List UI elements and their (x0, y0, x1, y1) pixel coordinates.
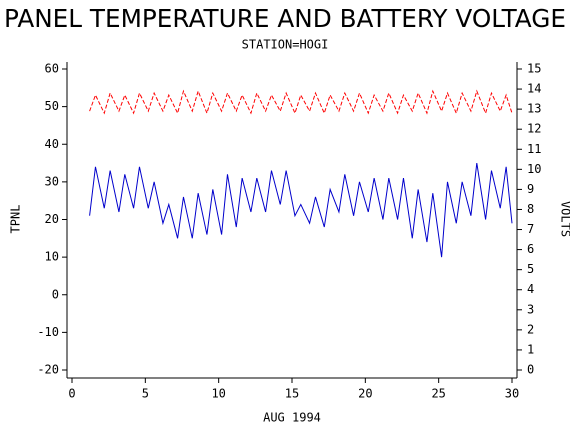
y2-tick-label: 14 (527, 82, 541, 96)
x-tick-label: 10 (211, 387, 225, 401)
data-line (90, 163, 512, 257)
y-tick-label: 50 (45, 99, 59, 113)
y2-tick-label: 2 (527, 322, 534, 336)
y2-tick-label: 9 (527, 182, 534, 196)
y-tick-label: 30 (45, 174, 59, 188)
chart-title: PANEL TEMPERATURE AND BATTERY VOLTAGE (4, 4, 566, 33)
y2-tick-label: 12 (527, 122, 541, 136)
y-tick-label: 0 (52, 287, 59, 301)
x-axis-label: AUG 1994 (263, 411, 321, 425)
x-tick-label: 15 (285, 387, 299, 401)
y2-tick-label: 13 (527, 102, 541, 116)
y2-axis-label: VOLTS (559, 201, 570, 237)
y2-tick-label: 10 (527, 162, 541, 176)
y2-tick-label: 8 (527, 202, 534, 216)
y2-tick-label: 1 (527, 342, 534, 356)
x-tick-label: 20 (358, 387, 372, 401)
y2-tick-label: 11 (527, 142, 541, 156)
data-line (90, 91, 512, 113)
y-tick-label: 10 (45, 250, 59, 264)
y2-tick-label: 3 (527, 302, 534, 316)
y2-tick-label: 5 (527, 262, 534, 276)
y-tick-label: 40 (45, 137, 59, 151)
y2-tick-label: 0 (527, 363, 534, 377)
y-tick-label: -20 (37, 363, 59, 377)
y2-tick-label: 7 (527, 222, 534, 236)
y2-tick-label: 4 (527, 282, 534, 296)
x-tick-label: 25 (431, 387, 445, 401)
y2-tick-label: 6 (527, 242, 534, 256)
chart-subtitle: STATION=HOGI (242, 38, 329, 52)
y-tick-label: -10 (37, 325, 59, 339)
x-tick-label: 0 (68, 387, 75, 401)
y-tick-label: 60 (45, 62, 59, 76)
y-tick-label: 20 (45, 212, 59, 226)
y-axis-label: TPNL (9, 205, 23, 234)
x-tick-label: 5 (142, 387, 149, 401)
x-tick-label: 30 (505, 387, 519, 401)
y2-tick-label: 15 (527, 62, 541, 76)
